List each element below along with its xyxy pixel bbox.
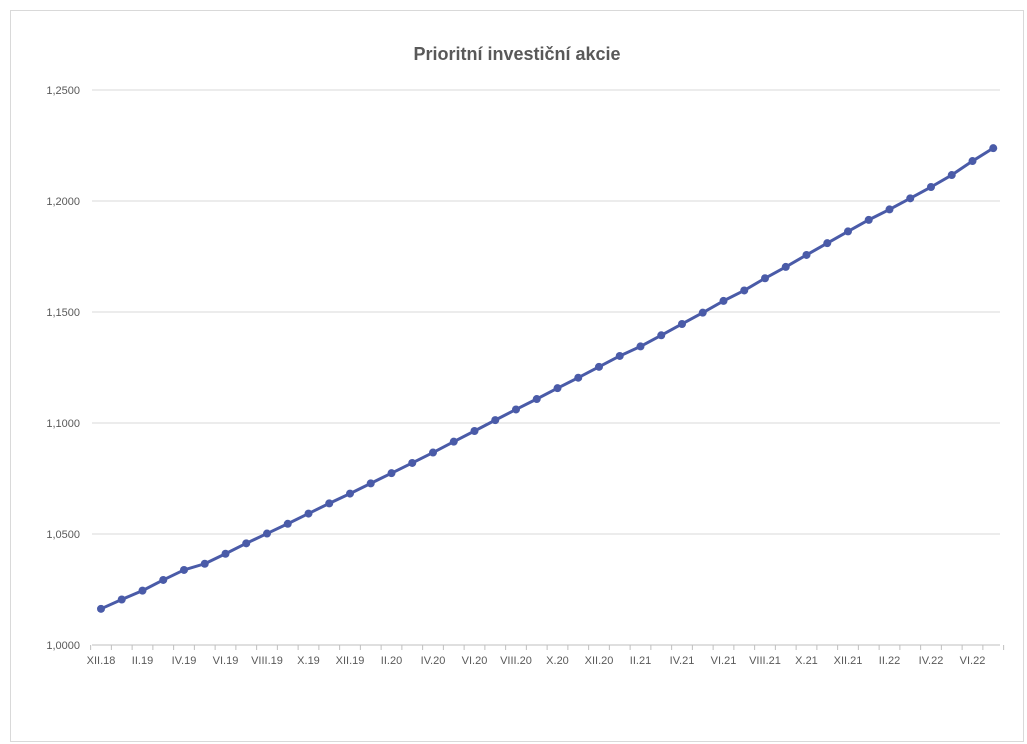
- data-point: [97, 604, 105, 613]
- data-point: [636, 342, 645, 351]
- data-point: [346, 489, 354, 498]
- data-point: [989, 144, 998, 153]
- data-point: [657, 331, 666, 340]
- data-point: [366, 479, 375, 488]
- y-tick-label: 1,2500: [46, 85, 80, 97]
- x-tick-label: IV.21: [670, 655, 695, 667]
- series-line: [100, 146, 995, 611]
- x-tick-label: XII.18: [87, 655, 116, 667]
- y-tick-label: 1,1500: [46, 307, 80, 319]
- data-point: [200, 559, 209, 568]
- x-tick-label: XII.21: [834, 655, 863, 667]
- data-point: [553, 384, 562, 393]
- y-axis-labels: 1,0000 1,0500 1,1000 1,1500 1,2000 1,2500: [46, 85, 80, 652]
- data-point: [864, 215, 873, 224]
- data-point: [885, 205, 894, 214]
- data-point: [408, 458, 417, 467]
- data-point: [968, 157, 977, 166]
- data-point: [947, 171, 956, 180]
- data-point: [844, 227, 852, 236]
- y-tick-label: 1,0000: [46, 640, 80, 652]
- data-point: [823, 239, 832, 248]
- x-tick-label: II.19: [132, 655, 153, 667]
- data-point: [906, 194, 915, 203]
- x-tick-label: VI.19: [213, 655, 239, 667]
- data-point: [595, 362, 603, 371]
- x-tick-label: IV.19: [172, 655, 197, 667]
- data-point: [615, 351, 624, 360]
- data-point: [491, 416, 500, 425]
- x-tick-label: II.21: [630, 655, 651, 667]
- x-tick-label: II.22: [879, 655, 900, 667]
- x-tick-label: VI.21: [711, 655, 737, 667]
- chart-area: Prioritní investiční akcie: [10, 10, 1024, 742]
- y-tick-label: 1,1000: [46, 418, 80, 430]
- x-axis: [90, 644, 1005, 650]
- data-point: [304, 509, 313, 518]
- data-point: [512, 405, 520, 414]
- x-tick-label: VI.20: [462, 655, 488, 667]
- data-point: [449, 437, 458, 446]
- data-point: [678, 319, 686, 328]
- x-tick-label: VIII.20: [500, 655, 532, 667]
- data-point: [180, 565, 188, 574]
- data-point: [740, 286, 749, 295]
- data-point: [574, 373, 583, 382]
- x-tick-label: II.20: [381, 655, 402, 667]
- x-tick-label: X.20: [546, 655, 569, 667]
- data-point: [159, 575, 168, 584]
- x-tick-label: XII.20: [585, 655, 614, 667]
- data-point: [802, 250, 811, 259]
- x-tick-label: VI.22: [960, 655, 986, 667]
- data-point: [532, 395, 541, 404]
- x-tick-label: X.21: [795, 655, 818, 667]
- x-tick-label: VIII.19: [251, 655, 283, 667]
- x-tick-label: VIII.21: [749, 655, 781, 667]
- x-tick-label: X.19: [297, 655, 320, 667]
- data-point: [698, 308, 707, 317]
- y-tick-label: 1,2000: [46, 196, 80, 208]
- data-series: [97, 144, 998, 613]
- x-tick-label: IV.22: [919, 655, 944, 667]
- x-tick-label: IV.20: [421, 655, 446, 667]
- y-tick-label: 1,0500: [46, 529, 80, 541]
- data-point: [387, 469, 396, 478]
- data-point: [138, 586, 147, 595]
- data-point: [242, 539, 251, 548]
- data-point: [221, 549, 230, 558]
- chart-title: Prioritní investiční akcie: [413, 44, 621, 64]
- data-point: [781, 262, 790, 271]
- x-axis-labels: XII.18 II.19 IV.19 VI.19 VIII.19 X.19 XII.19 II…: [87, 655, 986, 667]
- data-point: [761, 274, 769, 283]
- data-point: [325, 499, 334, 508]
- gridlines: [92, 89, 1000, 535]
- data-point: [470, 426, 479, 435]
- data-point: [283, 519, 292, 528]
- data-point: [117, 595, 126, 604]
- data-point: [429, 448, 437, 457]
- data-point: [719, 296, 728, 305]
- data-point: [263, 529, 271, 538]
- x-tick-label: XII.19: [336, 655, 365, 667]
- data-point: [927, 183, 935, 192]
